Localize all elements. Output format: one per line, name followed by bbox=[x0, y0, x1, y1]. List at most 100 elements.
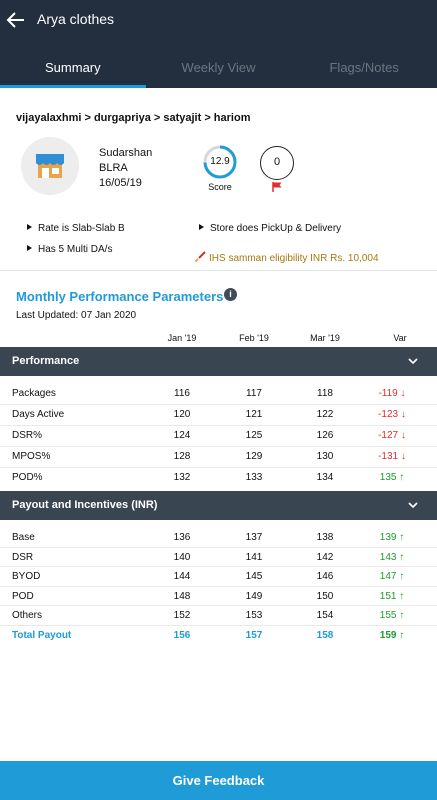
cell-feb: 157 bbox=[245, 629, 263, 641]
row-divider bbox=[0, 425, 437, 426]
row-label: MPOS% bbox=[12, 451, 51, 462]
cell-feb: 153 bbox=[245, 610, 263, 621]
cell-jan: 116 bbox=[174, 388, 190, 399]
cell-mar: 126 bbox=[316, 430, 334, 441]
cell-var: 143 ↑ bbox=[379, 551, 405, 563]
cell-feb: 133 bbox=[245, 472, 263, 483]
divider bbox=[0, 270, 437, 271]
performance-section-header[interactable]: Performance bbox=[0, 347, 437, 376]
cell-feb: 149 bbox=[245, 590, 263, 602]
avatar bbox=[21, 137, 79, 195]
table-row: DSR% 124 125 126 -127 ↓ bbox=[0, 426, 437, 447]
cell-feb: 137 bbox=[245, 532, 263, 543]
table-row: Days Active 120 121 122 -123 ↓ bbox=[0, 405, 437, 426]
store-owner: Sudarshan bbox=[99, 147, 153, 159]
fact-multi-da: Has 5 Multi DA/s bbox=[27, 244, 112, 255]
cell-var: -131 ↓ bbox=[378, 451, 406, 462]
table-row: POD% 132 133 134 135 ↑ bbox=[0, 468, 437, 489]
app-bar: Arya clothes Summary Weekly View Flags/N… bbox=[0, 0, 437, 88]
score-value: 12.9 bbox=[210, 156, 230, 167]
row-divider bbox=[0, 585, 437, 587]
table-row: Packages 116 117 118 -119 ↓ bbox=[0, 384, 437, 405]
row-label: POD bbox=[12, 590, 34, 602]
info-icon[interactable]: i bbox=[224, 288, 237, 301]
tab-weekly-view[interactable]: Weekly View bbox=[181, 60, 256, 75]
row-divider bbox=[0, 546, 437, 548]
cell-feb: 129 bbox=[245, 451, 263, 462]
cell-jan: 132 bbox=[173, 472, 191, 483]
column-header-mar: Mar '19 bbox=[310, 333, 340, 343]
rocket-icon bbox=[194, 251, 206, 263]
back-arrow-icon[interactable] bbox=[4, 8, 28, 32]
performance-section-label: Performance bbox=[12, 355, 80, 367]
bullet-triangle-icon bbox=[199, 224, 204, 230]
cell-mar: 130 bbox=[316, 451, 334, 462]
row-label: Base bbox=[12, 532, 35, 543]
cell-jan: 120 bbox=[173, 409, 191, 420]
cell-mar: 154 bbox=[316, 610, 334, 621]
table-row: POD 148 149 150 151 ↑ bbox=[0, 587, 437, 608]
tab-bar: Summary Weekly View Flags/Notes bbox=[0, 52, 437, 88]
cell-feb: 117 bbox=[246, 388, 262, 399]
bullet-triangle-icon bbox=[27, 245, 32, 251]
cell-var: -123 ↓ bbox=[378, 409, 406, 420]
chevron-down-icon[interactable] bbox=[407, 499, 419, 511]
store-icon bbox=[36, 154, 64, 178]
flag-count[interactable]: 0 bbox=[260, 146, 294, 180]
column-header-feb: Feb '19 bbox=[239, 333, 269, 343]
cell-mar: 146 bbox=[316, 571, 334, 582]
tab-summary[interactable]: Summary bbox=[0, 52, 146, 88]
cell-jan: 136 bbox=[173, 532, 191, 543]
cell-mar: 150 bbox=[316, 590, 334, 602]
cell-feb: 121 bbox=[245, 409, 263, 420]
page-title: Arya clothes bbox=[37, 11, 115, 27]
row-divider bbox=[0, 605, 437, 606]
breadcrumb: vijayalaxhmi > durgapriya > satyajit > h… bbox=[16, 112, 251, 124]
fact-pickup: Store does PickUp & Delivery bbox=[199, 223, 341, 234]
store-code: BLRA bbox=[99, 162, 128, 174]
row-label: Others bbox=[12, 610, 43, 621]
cell-jan: 156 bbox=[173, 629, 191, 641]
chevron-down-icon[interactable] bbox=[407, 355, 419, 367]
payout-section-header[interactable]: Payout and Incentives (INR) bbox=[0, 491, 437, 520]
tab-flags-notes[interactable]: Flags/Notes bbox=[329, 60, 399, 75]
cell-mar: 122 bbox=[316, 409, 334, 420]
fact-ihs: IHS samman eligibility INR Rs. 10,004 bbox=[194, 250, 379, 264]
row-divider bbox=[0, 467, 437, 468]
cell-jan: 152 bbox=[173, 610, 191, 621]
cell-mar: 118 bbox=[317, 388, 333, 399]
row-label: Total Payout bbox=[12, 629, 72, 641]
cell-var: -127 ↓ bbox=[378, 430, 406, 441]
row-label: POD% bbox=[12, 472, 43, 483]
cell-var: 147 ↑ bbox=[379, 571, 405, 582]
store-date: 16/05/19 bbox=[99, 177, 142, 189]
cell-mar: 138 bbox=[316, 532, 334, 543]
row-label: DSR% bbox=[12, 430, 43, 441]
column-header-jan: Jan '19 bbox=[167, 333, 197, 343]
cell-feb: 145 bbox=[245, 571, 263, 582]
row-divider bbox=[0, 404, 437, 405]
last-updated: Last Updated: 07 Jan 2020 bbox=[16, 310, 137, 321]
cell-jan: 148 bbox=[173, 590, 191, 602]
bullet-triangle-icon bbox=[27, 224, 32, 230]
row-label: Days Active bbox=[12, 409, 65, 420]
row-divider bbox=[0, 624, 437, 626]
table-row: BYOD 144 145 146 147 ↑ bbox=[0, 567, 437, 588]
give-feedback-button[interactable]: Give Feedback bbox=[0, 761, 437, 800]
fact-rate: Rate is Slab-Slab B bbox=[27, 223, 125, 234]
table-row: DSR 140 141 142 143 ↑ bbox=[0, 548, 437, 569]
cell-var: 135 ↑ bbox=[379, 472, 405, 483]
row-divider bbox=[0, 566, 437, 567]
cell-mar: 158 bbox=[316, 629, 334, 641]
table-row: Base 136 137 138 139 ↑ bbox=[0, 528, 437, 549]
row-label: DSR bbox=[12, 551, 34, 563]
cell-feb: 125 bbox=[245, 430, 263, 441]
column-header-var: Var bbox=[393, 333, 407, 343]
store-info: Sudarshan BLRA 16/05/19 bbox=[99, 146, 152, 191]
cell-var: 139 ↑ bbox=[379, 532, 405, 543]
flag-icon bbox=[272, 182, 282, 192]
table-row: MPOS% 128 129 130 -131 ↓ bbox=[0, 447, 437, 468]
payout-section-label: Payout and Incentives (INR) bbox=[12, 499, 158, 511]
cell-jan: 124 bbox=[173, 430, 191, 441]
score-ring bbox=[203, 145, 237, 179]
